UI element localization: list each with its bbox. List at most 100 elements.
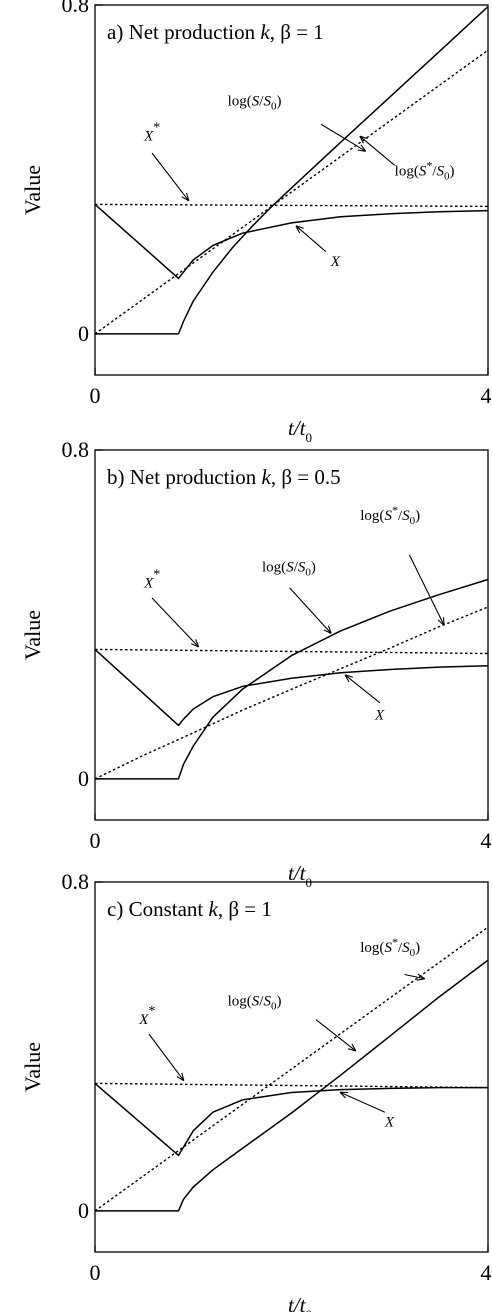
series-label-0-S: S [286, 559, 294, 575]
series-label-0-slash: / [294, 559, 299, 575]
series-label-0-fn: log( [262, 559, 286, 575]
series-label-1-close: ) [450, 164, 455, 180]
series-label-2-star: * [148, 1004, 155, 1019]
series-label-1-fn: log( [360, 940, 384, 956]
annotation-arrow [408, 554, 443, 625]
y-tick-label: 0 [78, 766, 89, 791]
series-label-1-S: S [384, 508, 392, 524]
series-label-0-close: ) [276, 94, 281, 110]
series-label-1-slash: / [432, 164, 437, 180]
annotation-arrow [341, 1092, 386, 1113]
x-label-t: t [288, 416, 295, 440]
series-line-3 [94, 1082, 488, 1157]
series-label-1-close: ) [415, 940, 420, 956]
series-label-1-star: * [392, 503, 398, 517]
series-label: X* [143, 121, 160, 145]
series-line-0 [95, 578, 489, 780]
annotation-arrow [320, 123, 365, 151]
series-line-0 [95, 6, 489, 335]
series-line-0 [95, 959, 489, 1212]
plot-frame [94, 881, 489, 1253]
title-suffix: , β = 1 [270, 20, 324, 44]
x-tick-label: 4 [481, 1260, 492, 1285]
annotation-arrow [151, 152, 188, 200]
x-label-slash: / [293, 861, 302, 885]
annotation-arrow [404, 975, 424, 979]
series-label-0-sub0: 0 [271, 1000, 277, 1012]
plot-frame [94, 4, 489, 376]
x-label-t: t [288, 1293, 295, 1312]
x-tick-label: 0 [90, 828, 101, 853]
series-line-1 [94, 49, 489, 335]
series-label-1-sub0: 0 [444, 171, 450, 183]
title-suffix: , β = 1 [218, 897, 272, 921]
series-label: X [384, 1115, 395, 1131]
x-label-t0: t [300, 861, 307, 885]
series-line-2 [94, 1082, 489, 1089]
x-label-t0: t [300, 1293, 307, 1312]
x-axis-label: t/t0 [288, 861, 312, 890]
series-label-0-S: S [252, 993, 260, 1009]
title-suffix: , β = 0.5 [271, 465, 341, 489]
x-axis-label: t/t0 [288, 416, 312, 445]
series-label-0-close: ) [311, 559, 316, 575]
series-label-0-slash: / [259, 993, 264, 1009]
annotation-arrow [346, 675, 381, 704]
series-label-1-S: S [384, 940, 392, 956]
title-prefix: b) Net production [107, 465, 262, 489]
series-label-3-X: X [384, 1115, 395, 1131]
annotation-arrow [151, 597, 198, 647]
series-label: log(S/S0) [262, 559, 316, 578]
title-k: k [262, 465, 272, 489]
y-tick-label: 0.8 [62, 869, 90, 894]
y-tick-label: 0 [78, 1198, 89, 1223]
series-label: log(S/S0) [228, 94, 282, 113]
series-label-0-sub0: 0 [305, 566, 311, 578]
x-label-t: t [288, 861, 295, 885]
series-label-1-fn: log( [395, 164, 419, 180]
annotation-arrow [360, 137, 396, 166]
panel-title: c) Constant k, β = 1 [107, 897, 272, 921]
series-label-1-close: ) [415, 508, 420, 524]
series-label: log(S/S0) [228, 993, 282, 1012]
series-label-1-sub0: 0 [410, 947, 416, 959]
series-label-3-X: X [374, 707, 385, 723]
series-line-1 [94, 926, 489, 1212]
series-label: log(S*/S0) [360, 503, 420, 527]
panel-title: a) Net production k, β = 1 [107, 20, 324, 44]
series-label-1-S0: S [402, 940, 410, 956]
series-label-1-slash: / [398, 940, 403, 956]
series-label-1-S0: S [402, 508, 410, 524]
series-label-1-S: S [419, 164, 427, 180]
x-label-slash: / [293, 416, 302, 440]
series-label-1-slash: / [398, 508, 403, 524]
series-label: X* [143, 568, 160, 592]
y-tick-label: 0.8 [62, 437, 90, 462]
y-tick-label: 0.8 [62, 0, 90, 17]
title-k: k [260, 20, 270, 44]
x-label-slash: / [293, 1293, 302, 1312]
series-label-2-star: * [153, 568, 160, 583]
series-label: X [374, 707, 385, 723]
series-label-1-star: * [392, 935, 398, 949]
annotation-arrow [315, 1019, 355, 1051]
x-tick-label: 0 [90, 1260, 101, 1285]
series-line-3 [94, 648, 489, 727]
annotation-arrow [296, 226, 327, 253]
series-label-0-S0: S [263, 94, 271, 110]
series-label-1-S0: S [437, 164, 445, 180]
series-label-0-fn: log( [228, 94, 252, 110]
x-label-t0: t [300, 416, 307, 440]
y-tick-label: 0 [78, 321, 89, 346]
annotation-arrow [148, 1033, 183, 1080]
series-label-2-X: X [143, 576, 154, 592]
series-label-0-S0: S [298, 559, 306, 575]
series-label-1-fn: log( [360, 508, 384, 524]
series-label-3-X: X [330, 254, 341, 270]
y-axis-label: Value [20, 610, 45, 660]
y-axis-label: Value [20, 165, 45, 215]
